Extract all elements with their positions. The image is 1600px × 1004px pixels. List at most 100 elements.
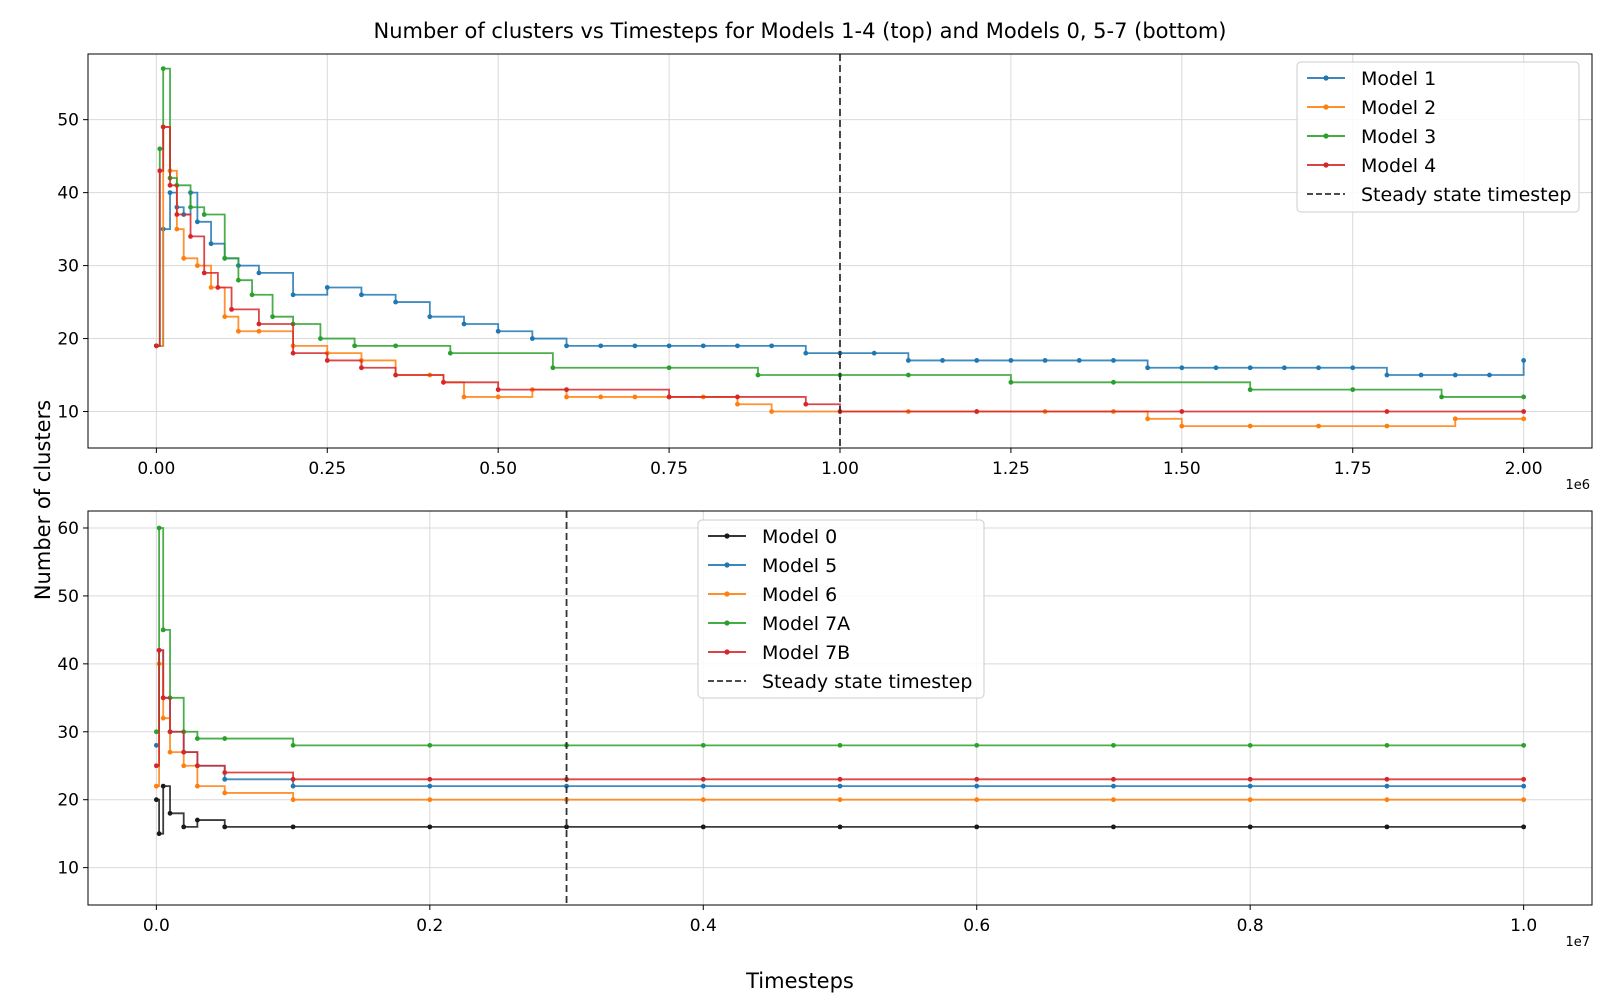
data-point — [1384, 742, 1390, 748]
legend-marker — [1323, 133, 1329, 139]
data-point — [447, 350, 453, 356]
y-tick-label: 50 — [57, 111, 79, 131]
data-point — [1350, 365, 1356, 371]
legend-marker — [724, 533, 730, 539]
data-point — [1350, 387, 1356, 393]
data-point — [222, 736, 228, 741]
x-tick-label: 1.00 — [821, 459, 859, 479]
legend-entry: Model 3 — [1307, 126, 1436, 148]
series-line — [156, 67, 1524, 398]
data-point — [359, 365, 364, 371]
series-line — [156, 662, 1524, 801]
x-tick-label: 1.75 — [1334, 459, 1372, 479]
data-point — [160, 66, 166, 71]
data-point — [1111, 797, 1116, 803]
data-point — [1521, 358, 1527, 363]
data-point — [160, 695, 166, 701]
x-tick-label: 0.50 — [479, 459, 517, 479]
data-point — [290, 783, 296, 789]
legend-label: Model 1 — [1361, 68, 1436, 90]
data-point — [632, 343, 638, 349]
legend-label: Model 7B — [762, 642, 850, 664]
x-tick-label: 1.25 — [992, 459, 1030, 479]
data-point — [1384, 776, 1390, 782]
legend-marker — [1323, 162, 1329, 168]
y-tick-label: 60 — [57, 519, 79, 539]
data-point — [1521, 409, 1527, 414]
data-point — [1247, 365, 1253, 371]
data-point — [837, 797, 843, 803]
data-point — [803, 350, 809, 356]
data-point — [1521, 394, 1527, 400]
x-tick-label: 1.50 — [1163, 459, 1201, 479]
legend-box — [1296, 61, 1580, 213]
y-tick-label: 20 — [57, 791, 79, 811]
y-tick-label: 10 — [57, 403, 79, 423]
data-point — [495, 387, 501, 393]
data-point — [1316, 423, 1321, 429]
x-tick-label: 2.00 — [1505, 459, 1543, 479]
data-point — [153, 729, 159, 735]
data-point — [1247, 783, 1253, 789]
data-point — [974, 824, 980, 830]
y-tick-label: 40 — [57, 655, 79, 675]
data-point — [222, 824, 228, 830]
legend-label: Model 3 — [1361, 126, 1436, 148]
data-point — [974, 776, 980, 782]
data-point — [393, 299, 399, 305]
data-point — [1452, 416, 1458, 422]
data-point — [495, 394, 501, 400]
data-point — [974, 742, 980, 748]
data-point — [1247, 797, 1253, 803]
data-point — [290, 350, 296, 356]
data-point — [256, 321, 262, 327]
data-point — [1008, 379, 1014, 385]
data-point — [427, 742, 433, 748]
series-line — [156, 126, 1524, 413]
data-point — [256, 270, 262, 276]
legend-label: Model 6 — [762, 584, 837, 606]
shared-ylabel: Number of clusters — [31, 400, 55, 600]
data-point — [700, 343, 706, 349]
data-point — [167, 182, 173, 188]
data-point — [194, 219, 200, 225]
data-point — [1384, 409, 1390, 414]
data-point — [181, 749, 187, 755]
x-tick-label: 0.8 — [1237, 916, 1264, 936]
data-point — [564, 387, 569, 393]
x-tick-label: 0.2 — [416, 916, 443, 936]
data-point — [222, 776, 228, 782]
legend-label: Steady state timestep — [1361, 184, 1571, 206]
data-point — [1521, 797, 1527, 803]
data-point — [700, 776, 706, 782]
data-point — [871, 350, 877, 356]
legend-entry: Model 7A — [708, 613, 850, 635]
data-point — [1281, 365, 1287, 371]
x-offset-label: 1e6 — [1565, 478, 1590, 493]
legend-entry: Model 1 — [1307, 68, 1436, 90]
legend-marker — [1323, 104, 1329, 110]
data-point — [1521, 776, 1527, 782]
series-model-7b — [153, 647, 1527, 782]
data-point — [1008, 358, 1014, 363]
data-point — [700, 742, 706, 748]
legend-label: Model 4 — [1361, 155, 1436, 177]
data-point — [1384, 423, 1390, 429]
series-model-4 — [153, 124, 1527, 414]
data-point — [208, 285, 214, 290]
data-point — [181, 763, 187, 769]
data-point — [153, 343, 159, 349]
data-point — [974, 358, 980, 363]
data-point — [156, 647, 162, 653]
data-point — [222, 790, 228, 796]
data-point — [201, 212, 207, 217]
legend-entry: Model 4 — [1307, 155, 1436, 177]
data-point — [1384, 824, 1390, 830]
data-point — [290, 776, 296, 782]
data-point — [160, 124, 166, 130]
data-point — [598, 343, 604, 349]
data-point — [1179, 423, 1185, 429]
data-point — [700, 783, 706, 789]
data-point — [427, 776, 433, 782]
